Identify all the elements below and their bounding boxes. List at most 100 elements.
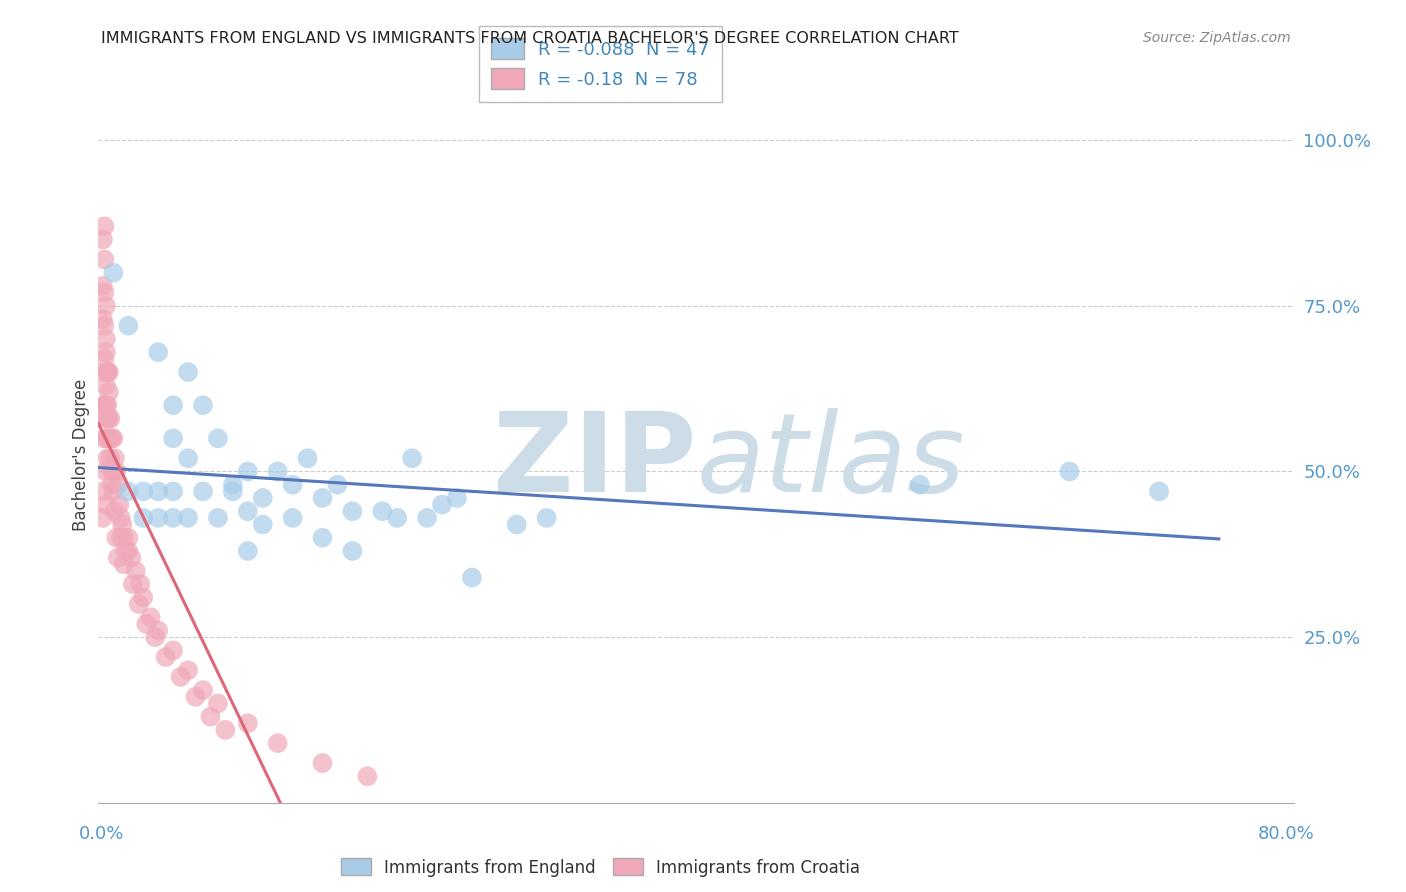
Point: [104, 451, 127, 466]
Point: [162, 484, 184, 499]
Point: [94, 378, 117, 392]
Point: [111, 517, 134, 532]
Point: [148, 345, 170, 359]
Point: [93, 398, 115, 412]
Text: 0.0%: 0.0%: [79, 825, 124, 843]
Point: [96, 411, 118, 425]
Point: [214, 723, 236, 737]
Point: [98, 451, 122, 466]
Point: [101, 431, 124, 445]
Point: [101, 465, 124, 479]
Point: [177, 511, 200, 525]
Point: [112, 558, 135, 572]
Point: [132, 511, 155, 525]
Point: [177, 451, 200, 466]
Point: [128, 597, 150, 611]
Point: [96, 398, 118, 412]
Point: [222, 477, 245, 491]
Point: [94, 431, 117, 445]
Point: [114, 544, 136, 558]
Point: [108, 498, 131, 512]
Point: [177, 365, 200, 379]
Point: [191, 683, 214, 698]
Point: [506, 517, 529, 532]
Point: [177, 663, 200, 677]
Point: [94, 365, 117, 379]
Text: atlas: atlas: [696, 409, 965, 516]
Point: [117, 544, 139, 558]
Point: [94, 398, 117, 412]
Point: [207, 697, 229, 711]
Point: [191, 398, 214, 412]
Point: [96, 365, 118, 379]
Point: [110, 531, 132, 545]
Point: [112, 531, 135, 545]
Point: [371, 504, 394, 518]
Point: [342, 504, 364, 518]
Point: [91, 312, 114, 326]
Point: [148, 624, 170, 638]
Point: [385, 511, 409, 525]
Point: [311, 491, 333, 505]
Point: [117, 531, 139, 545]
Point: [267, 465, 290, 479]
Y-axis label: Bachelor's Degree: Bachelor's Degree: [72, 379, 90, 531]
Point: [121, 577, 143, 591]
Point: [105, 531, 128, 545]
Point: [117, 484, 139, 499]
Point: [416, 511, 439, 525]
Point: [236, 465, 259, 479]
Point: [98, 411, 122, 425]
Point: [110, 511, 132, 525]
Point: [461, 570, 484, 584]
Point: [105, 465, 128, 479]
Point: [207, 511, 229, 525]
Point: [101, 477, 124, 491]
Point: [132, 484, 155, 499]
Point: [281, 511, 304, 525]
Point: [103, 484, 125, 499]
Point: [342, 544, 364, 558]
Point: [93, 398, 115, 412]
Point: [91, 233, 114, 247]
Point: [200, 709, 222, 723]
Point: [93, 318, 115, 333]
Text: ZIP: ZIP: [492, 409, 696, 516]
Point: [326, 477, 349, 491]
Point: [162, 643, 184, 657]
Point: [401, 451, 423, 466]
Point: [125, 564, 148, 578]
Point: [96, 451, 118, 466]
Point: [120, 550, 142, 565]
Point: [311, 756, 333, 770]
Point: [93, 252, 115, 267]
Point: [94, 411, 117, 425]
Point: [117, 318, 139, 333]
Point: [132, 591, 155, 605]
Point: [97, 365, 120, 379]
Point: [94, 465, 117, 479]
Point: [94, 498, 117, 512]
Point: [236, 544, 259, 558]
Point: [139, 610, 162, 624]
Point: [104, 504, 127, 518]
Point: [162, 398, 184, 412]
Point: [252, 491, 274, 505]
Legend: Immigrants from England, Immigrants from Croatia: Immigrants from England, Immigrants from…: [333, 850, 868, 885]
Point: [148, 511, 170, 525]
Point: [236, 716, 259, 731]
Point: [129, 577, 152, 591]
Point: [222, 484, 245, 499]
Point: [356, 769, 378, 783]
Point: [98, 431, 122, 445]
Point: [184, 690, 207, 704]
Point: [281, 477, 304, 491]
Point: [446, 491, 468, 505]
Point: [93, 285, 115, 300]
Point: [267, 736, 290, 750]
Point: [91, 279, 114, 293]
Point: [91, 511, 114, 525]
Point: [107, 477, 129, 491]
Point: [97, 411, 120, 425]
Point: [297, 451, 319, 466]
